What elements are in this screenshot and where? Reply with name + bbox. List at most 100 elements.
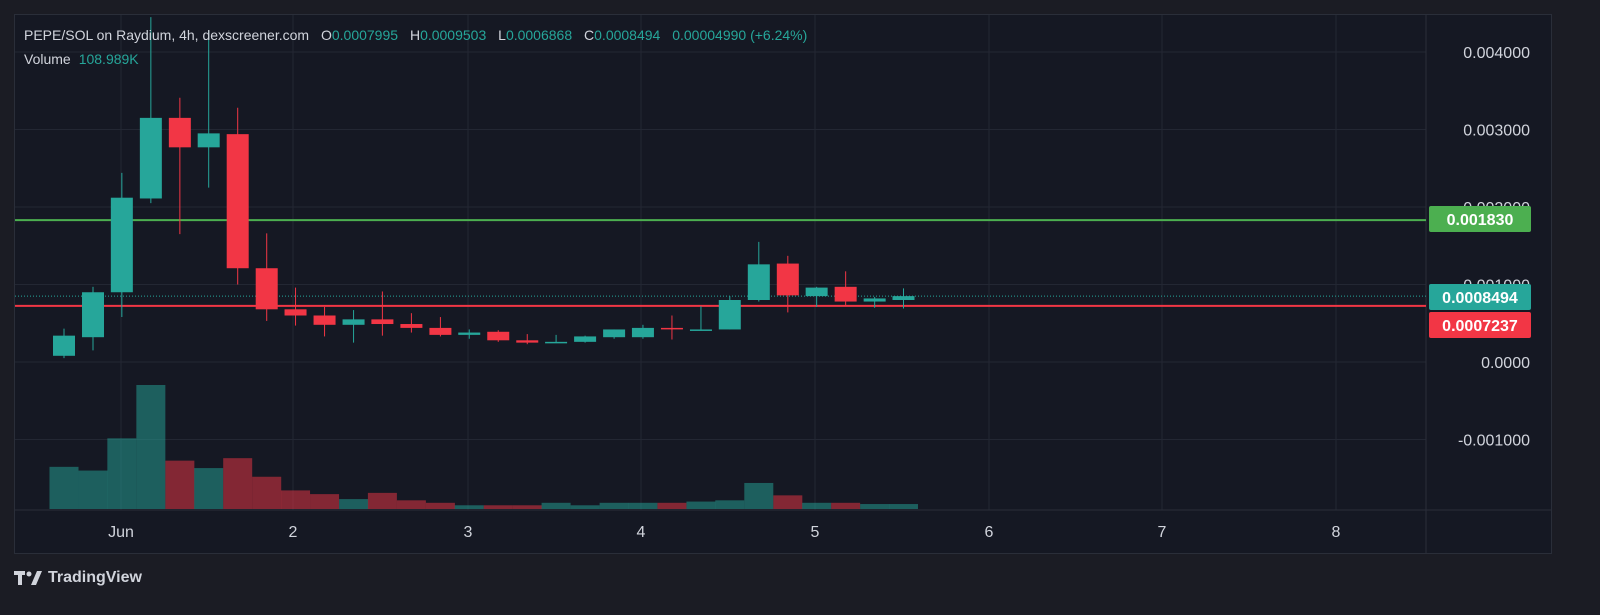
candle-body bbox=[718, 300, 741, 330]
volume-bar bbox=[628, 502, 658, 509]
price-badges: 0.001830 0.0008494 0.0007237 bbox=[1429, 206, 1531, 338]
candle-body bbox=[458, 332, 481, 335]
candle-body bbox=[574, 336, 597, 342]
x-tick-label: 2 bbox=[289, 524, 298, 541]
x-tick-label: 3 bbox=[464, 524, 473, 541]
candle-body bbox=[342, 319, 365, 325]
candles bbox=[53, 17, 915, 359]
volume-bar bbox=[483, 505, 513, 509]
last-price-badge bbox=[1429, 284, 1531, 310]
support-price-badge bbox=[1429, 312, 1531, 338]
candle-body bbox=[892, 296, 915, 300]
candle-body bbox=[313, 315, 336, 325]
y-tick-label: 0.0000 bbox=[1481, 355, 1530, 372]
close-value: 0.0008494 bbox=[594, 27, 661, 43]
volume-bar bbox=[310, 494, 340, 509]
candle-body bbox=[400, 324, 423, 328]
time-axis[interactable]: Jun 2 3 4 5 6 7 8 bbox=[108, 524, 1340, 541]
volume-value: 108.989K bbox=[78, 51, 139, 67]
volume-bar bbox=[512, 505, 542, 509]
volume-bar bbox=[136, 385, 166, 509]
candle-body bbox=[487, 331, 510, 341]
candle-body bbox=[689, 329, 712, 331]
volume-bar bbox=[281, 490, 311, 509]
volume-bar bbox=[570, 505, 600, 509]
candle-body bbox=[834, 286, 857, 302]
volume-bars bbox=[49, 385, 918, 509]
volume-bar bbox=[252, 476, 282, 509]
candle-body bbox=[226, 134, 249, 269]
x-tick-label: 4 bbox=[637, 524, 646, 541]
volume-bar bbox=[165, 460, 195, 509]
price-lines bbox=[15, 219, 1426, 307]
brand-name: TradingView bbox=[48, 569, 142, 586]
candle-body bbox=[863, 298, 886, 302]
last-price-badge-label: 0.0008494 bbox=[1442, 290, 1518, 307]
candle-body bbox=[197, 133, 220, 148]
volume-bar bbox=[339, 499, 369, 509]
chart-legend: PEPE/SOL on Raydium, 4h, dexscreener.com… bbox=[24, 25, 807, 73]
volume-bar bbox=[78, 470, 108, 509]
x-tick-label: 6 bbox=[985, 524, 994, 541]
volume-bar bbox=[367, 492, 397, 509]
pair-title: PEPE/SOL on Raydium, 4h, dexscreener.com bbox=[24, 27, 310, 43]
resistance-price-badge-label: 0.001830 bbox=[1447, 212, 1514, 229]
low-label: L bbox=[498, 27, 506, 43]
grid-lines bbox=[15, 15, 1552, 554]
volume-bar bbox=[802, 502, 832, 509]
price-axis[interactable]: 0.0040000.0030000.0020000.0010000.0000-0… bbox=[1458, 45, 1530, 450]
candle-body bbox=[371, 319, 394, 325]
volume-bar bbox=[831, 502, 861, 509]
open-value: 0.0007995 bbox=[331, 27, 399, 43]
volume-bar bbox=[425, 502, 455, 509]
volume-bar bbox=[860, 504, 890, 509]
candle-body bbox=[168, 117, 191, 148]
volume-bar bbox=[454, 505, 484, 509]
candle-body bbox=[805, 287, 828, 297]
volume-bar bbox=[541, 502, 571, 509]
ohlc-line: PEPE/SOL on Raydium, 4h, dexscreener.com… bbox=[24, 25, 807, 49]
candle-body bbox=[516, 340, 539, 343]
volume-bar bbox=[599, 502, 629, 509]
low-value: 0.0006868 bbox=[505, 27, 573, 43]
tradingview-icon bbox=[14, 571, 42, 585]
candle-body bbox=[139, 117, 162, 199]
open-label: O bbox=[320, 27, 332, 43]
candle-body bbox=[747, 264, 770, 300]
volume-bar bbox=[744, 482, 774, 509]
high-label: H bbox=[409, 27, 421, 43]
x-tick-label: 8 bbox=[1332, 524, 1341, 541]
candle-body bbox=[255, 268, 278, 310]
support-price-badge-label: 0.0007237 bbox=[1442, 318, 1518, 335]
x-tick-label: 5 bbox=[811, 524, 820, 541]
volume-bar bbox=[715, 500, 745, 509]
candle-body bbox=[284, 309, 307, 316]
tradingview-logo[interactable]: TradingView bbox=[14, 569, 142, 587]
candle-body bbox=[660, 327, 683, 330]
candle-body bbox=[603, 329, 626, 338]
resistance-price-badge bbox=[1429, 206, 1531, 232]
volume-bar bbox=[49, 466, 79, 509]
volume-bar bbox=[223, 458, 253, 509]
volume-bar bbox=[657, 502, 687, 509]
close-label: C bbox=[584, 27, 595, 43]
volume-bar bbox=[194, 468, 224, 509]
candle-body bbox=[631, 327, 654, 338]
change-value: 0.00004990 (+6.24%) bbox=[672, 27, 808, 43]
volume-bar bbox=[686, 501, 716, 509]
candle-body bbox=[53, 335, 75, 356]
volume-bar bbox=[888, 504, 918, 509]
volume-line: Volume 108.989K bbox=[24, 49, 807, 73]
candle-body bbox=[110, 197, 133, 293]
candle-body bbox=[82, 292, 105, 338]
y-tick-label: 0.003000 bbox=[1463, 123, 1530, 140]
volume-bar bbox=[396, 500, 426, 509]
x-tick-label: 7 bbox=[1158, 524, 1167, 541]
volume-label: Volume bbox=[24, 51, 71, 67]
high-value: 0.0009503 bbox=[420, 27, 487, 43]
volume-bar bbox=[773, 495, 803, 509]
x-tick-label: Jun bbox=[108, 524, 134, 541]
volume-bar bbox=[107, 438, 137, 509]
candle-body bbox=[429, 327, 452, 335]
